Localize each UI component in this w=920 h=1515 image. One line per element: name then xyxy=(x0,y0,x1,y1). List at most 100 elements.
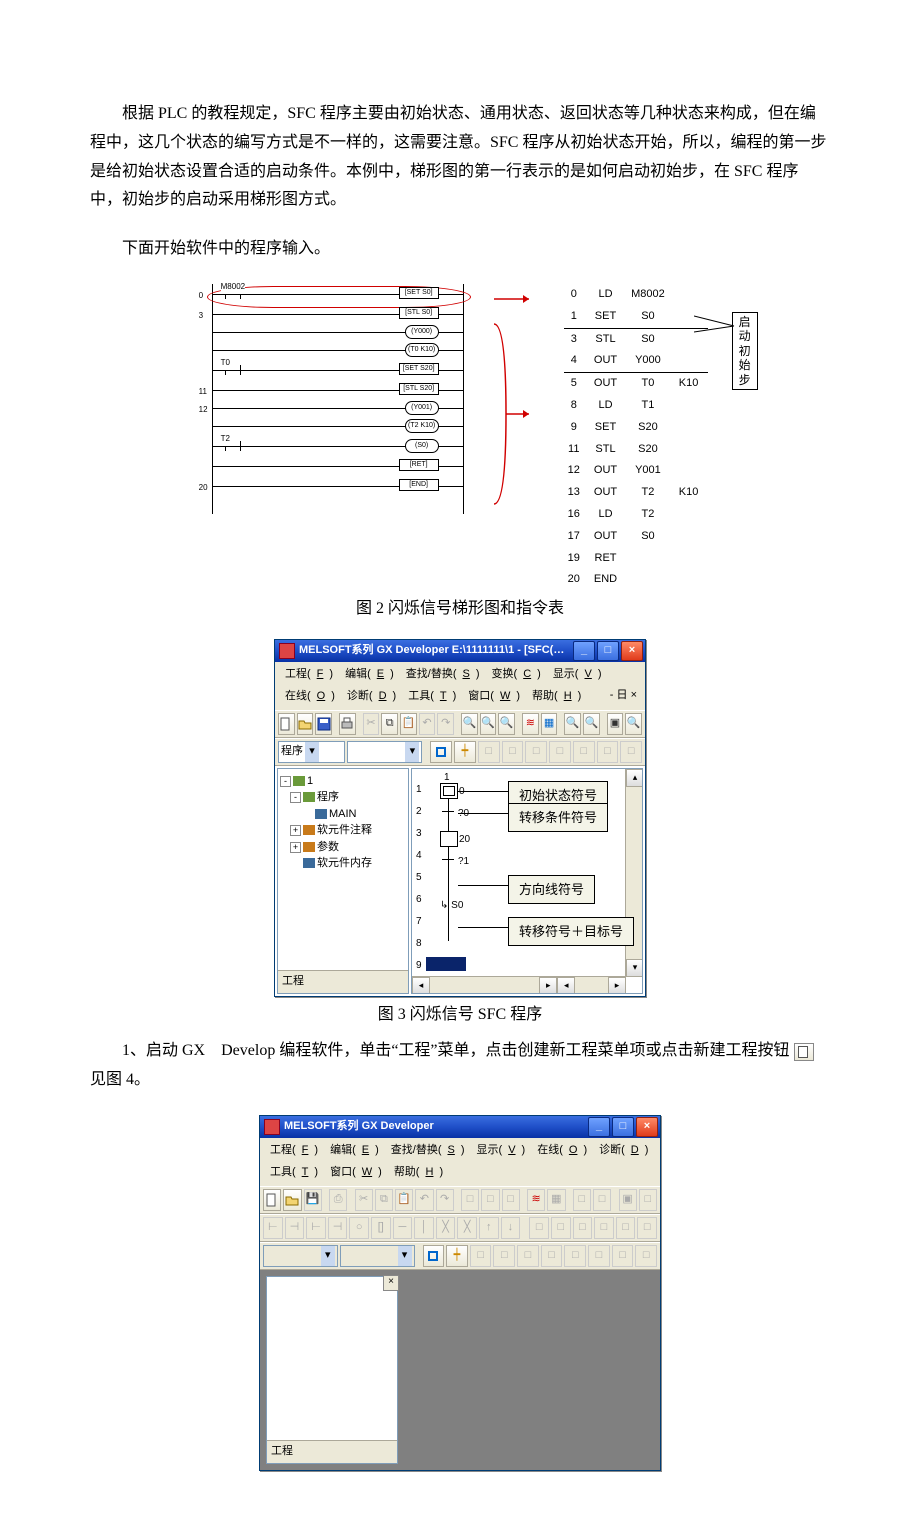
minimize-button[interactable]: _ xyxy=(588,1117,610,1137)
tree-item[interactable]: 软元件内存 xyxy=(290,855,406,872)
menu-item[interactable]: 在线(O) xyxy=(531,1140,593,1162)
combo-d1[interactable]: ▾ xyxy=(263,1245,338,1267)
trans-button[interactable]: ┿ xyxy=(454,741,476,763)
tree-item[interactable]: -程序 xyxy=(290,789,406,806)
tree-tab[interactable]: 工程 xyxy=(278,970,408,993)
b1[interactable]: □ xyxy=(461,1189,479,1211)
b2[interactable]: □ xyxy=(481,1189,499,1211)
print-button[interactable]: ⎙ xyxy=(329,1189,347,1211)
b6[interactable]: □ xyxy=(573,1189,591,1211)
tb-e[interactable]: □ xyxy=(573,741,595,763)
d3[interactable]: □ xyxy=(470,1245,492,1267)
menu-item[interactable]: 查找/替换(S) xyxy=(400,664,486,686)
c6[interactable]: [] xyxy=(371,1217,391,1239)
tree-root[interactable]: -1 xyxy=(280,773,406,790)
paste-button[interactable]: 📋 xyxy=(400,713,417,735)
sfc-transition[interactable] xyxy=(442,811,454,812)
scroll-left2-button[interactable]: ◂ xyxy=(557,977,575,994)
menu-item[interactable]: 编辑(E) xyxy=(324,1140,385,1162)
menu-item[interactable]: 工具(T) xyxy=(402,686,462,708)
copy-button[interactable]: ⧉ xyxy=(381,713,398,735)
c9[interactable]: ╳ xyxy=(436,1217,456,1239)
undo-button[interactable]: ↶ xyxy=(419,713,436,735)
b7[interactable]: □ xyxy=(593,1189,611,1211)
project-tree[interactable]: -1-程序MAIN+软元件注释+参数软元件内存 工程 xyxy=(277,768,409,994)
menu-item[interactable]: 窗口(W) xyxy=(462,686,526,708)
save-button[interactable] xyxy=(315,713,332,735)
d10[interactable]: □ xyxy=(635,1245,657,1267)
scroll-right-button[interactable]: ▸ xyxy=(539,977,557,994)
save-button[interactable]: 💾 xyxy=(304,1189,322,1211)
menu-item[interactable]: 编辑(E) xyxy=(339,664,400,686)
b3[interactable]: □ xyxy=(502,1189,520,1211)
c17[interactable]: □ xyxy=(616,1217,636,1239)
zoom-out-button[interactable]: 🔍 xyxy=(583,713,600,735)
menu-item[interactable]: 窗口(W) xyxy=(324,1162,388,1184)
find2-button[interactable]: 🔍 xyxy=(480,713,497,735)
c5[interactable]: ○ xyxy=(349,1217,369,1239)
c3[interactable]: ⊢ xyxy=(306,1217,326,1239)
tb-d[interactable]: □ xyxy=(549,741,571,763)
minimize-button[interactable]: _ xyxy=(573,641,595,661)
convert-button[interactable]: ≋ xyxy=(522,713,539,735)
scroll-down-button[interactable]: ▾ xyxy=(626,959,643,977)
menu-item[interactable]: 帮助(H) xyxy=(526,686,587,708)
tree-item[interactable]: MAIN xyxy=(302,806,406,823)
window-button[interactable]: ▣ xyxy=(607,713,624,735)
c2[interactable]: ⊣ xyxy=(285,1217,305,1239)
monitor-button[interactable]: ▦ xyxy=(541,713,558,735)
c10[interactable]: ╳ xyxy=(457,1217,477,1239)
find-button[interactable]: 🔍 xyxy=(461,713,478,735)
menu-item[interactable]: 工程(F) xyxy=(279,664,339,686)
tb-a[interactable]: □ xyxy=(478,741,500,763)
tb-b[interactable]: □ xyxy=(502,741,524,763)
sfc-jump[interactable]: ↳ S0 xyxy=(440,897,463,915)
menu-item[interactable]: 工程(F) xyxy=(264,1140,324,1162)
c13[interactable]: □ xyxy=(529,1217,549,1239)
c16[interactable]: □ xyxy=(594,1217,614,1239)
menu-item[interactable]: 显示(V) xyxy=(547,664,608,686)
open-button[interactable] xyxy=(297,713,314,735)
menu-item[interactable]: 帮助(H) xyxy=(388,1162,449,1184)
c4[interactable]: ⊣ xyxy=(328,1217,348,1239)
step-button[interactable] xyxy=(430,741,452,763)
c18[interactable]: □ xyxy=(637,1217,657,1239)
b8[interactable]: ▣ xyxy=(619,1189,637,1211)
close-button[interactable]: × xyxy=(621,641,643,661)
d1[interactable] xyxy=(423,1245,445,1267)
sfc-initial-step[interactable] xyxy=(440,783,458,799)
redo-button[interactable]: ↷ xyxy=(436,1189,454,1211)
c8[interactable]: │ xyxy=(414,1217,434,1239)
d8[interactable]: □ xyxy=(588,1245,610,1267)
find3-button[interactable]: 🔍 xyxy=(498,713,515,735)
zoom-in-button[interactable]: 🔍 xyxy=(564,713,581,735)
menu-item[interactable]: 显示(V) xyxy=(471,1140,532,1162)
tb-c[interactable]: □ xyxy=(525,741,547,763)
tree-tab[interactable]: 工程 xyxy=(267,1440,397,1463)
help-button[interactable]: 🔍 xyxy=(625,713,642,735)
pane-close-button[interactable]: × xyxy=(383,1275,399,1291)
c11[interactable]: ↑ xyxy=(479,1217,499,1239)
sfc-editor[interactable]: ▴ ▾ ◂ ▸ ◂ ▸ 11234567890?020?1↳ S0初始状态符号转… xyxy=(411,768,643,994)
tb-g[interactable]: □ xyxy=(620,741,642,763)
open-button[interactable] xyxy=(283,1189,301,1211)
d7[interactable]: □ xyxy=(564,1245,586,1267)
mdi-buttons[interactable]: - 日 × xyxy=(606,686,641,708)
menu-item[interactable]: 工具(T) xyxy=(264,1162,324,1184)
maximize-button[interactable]: □ xyxy=(612,1117,634,1137)
d4[interactable]: □ xyxy=(493,1245,515,1267)
tree-item[interactable]: +参数 xyxy=(290,839,406,856)
close-button[interactable]: × xyxy=(636,1117,658,1137)
d5[interactable]: □ xyxy=(517,1245,539,1267)
redo-button[interactable]: ↷ xyxy=(437,713,454,735)
b5[interactable]: ▦ xyxy=(547,1189,565,1211)
new-button[interactable] xyxy=(278,713,295,735)
new-button[interactable] xyxy=(263,1189,281,1211)
tree-item[interactable]: +软元件注释 xyxy=(290,822,406,839)
c15[interactable]: □ xyxy=(573,1217,593,1239)
menu-item[interactable]: 在线(O) xyxy=(279,686,341,708)
undo-button[interactable]: ↶ xyxy=(415,1189,433,1211)
d2[interactable]: ┿ xyxy=(446,1245,468,1267)
d6[interactable]: □ xyxy=(541,1245,563,1267)
copy-button[interactable]: ⧉ xyxy=(375,1189,393,1211)
